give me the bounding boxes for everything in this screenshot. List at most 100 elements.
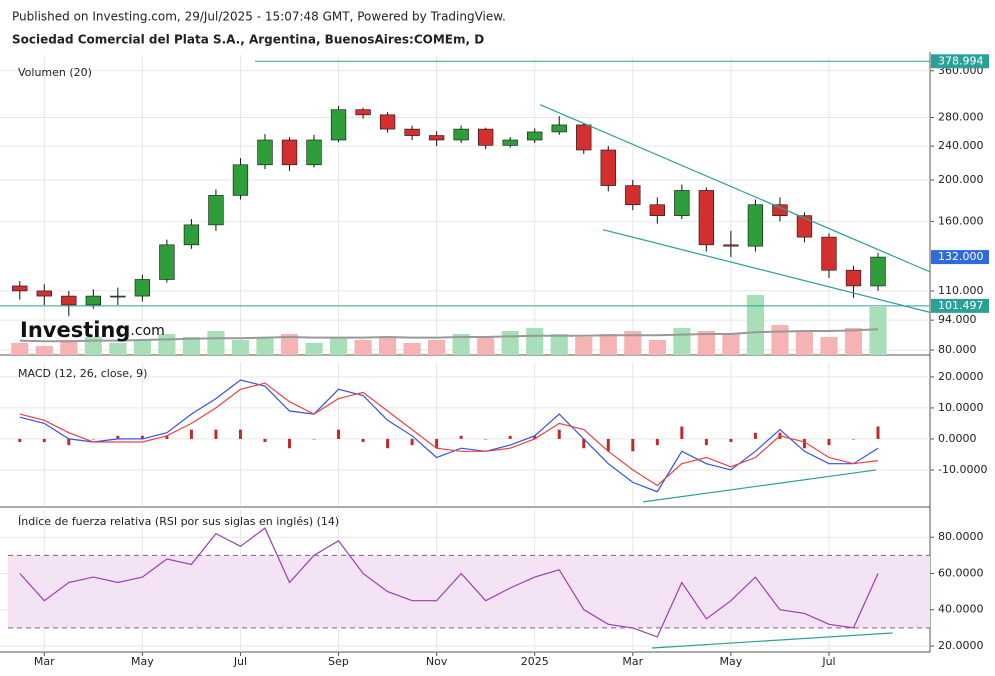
y-tick-label: 20.0000 [938, 370, 984, 383]
volume-bar [35, 346, 53, 355]
volume-bar [109, 343, 127, 355]
price-tag-label: 378.994 [938, 54, 984, 67]
volume-bar [452, 334, 470, 355]
candle-body [723, 244, 739, 247]
y-tick-label: 240.000 [938, 139, 984, 152]
histogram-bar [140, 435, 144, 439]
histogram-bar [263, 438, 267, 443]
histogram-bar [214, 429, 218, 439]
price-tag [931, 54, 989, 69]
panel-label: MACD (12, 26, close, 9) [18, 367, 147, 380]
y-tick-label: 40.0000 [938, 603, 984, 616]
candle-body [870, 256, 886, 287]
y-tick-label: 0.0000 [938, 432, 977, 445]
y-tick-label: 160.000 [938, 214, 984, 227]
x-tick-label: May [131, 655, 154, 668]
y-tick-label: 110.000 [938, 284, 984, 297]
y-tick-label: 280.000 [938, 110, 984, 123]
histogram-bar [435, 438, 439, 449]
chart-title: Sociedad Comercial del Plata S.A., Argen… [12, 33, 484, 47]
candle-body [159, 244, 175, 280]
candle-body [796, 215, 813, 238]
histogram-bar [851, 438, 855, 440]
candle-body [61, 295, 77, 306]
volume-bar [379, 337, 397, 355]
volume-bar [403, 343, 421, 355]
x-tick-label: 2025 [521, 655, 549, 668]
panel-label: Volumen (20) [18, 66, 92, 79]
candle-body [747, 204, 764, 247]
volume-bar [869, 307, 887, 355]
volume-bar [722, 334, 740, 355]
candle-body [232, 164, 249, 196]
volume-bar [771, 325, 789, 355]
trendline [602, 229, 931, 313]
candle-body [428, 135, 445, 141]
volume-bar [477, 337, 495, 355]
histogram-bar [533, 435, 537, 439]
x-tick-label: Jul [233, 655, 247, 668]
histogram-bar [386, 438, 390, 449]
rsi-band [8, 555, 930, 628]
histogram-bar [753, 432, 757, 439]
y-tick-label: 80.0000 [938, 530, 984, 543]
candle-body [674, 190, 690, 216]
y-tick-label: 60.0000 [938, 566, 984, 579]
candle-body [379, 114, 396, 130]
logo-suffix: .com [130, 323, 164, 339]
x-tick-label: Jul [821, 655, 835, 668]
logo-main: Investing [20, 318, 130, 342]
candle-body [134, 279, 151, 297]
price-tag-label: 101.497 [938, 299, 984, 312]
candle-body [208, 195, 224, 226]
volume-bar [305, 343, 323, 355]
candle-body [478, 128, 494, 146]
candle-body [12, 285, 28, 292]
histogram-bar [312, 438, 316, 440]
histogram-bar [582, 438, 586, 449]
candle-body [306, 139, 322, 166]
histogram-bar [606, 438, 610, 452]
histogram-bar [680, 426, 684, 439]
candle-body [453, 128, 469, 141]
price-tag [931, 298, 989, 313]
volume-bar [329, 337, 348, 355]
x-tick-label: Mar [34, 655, 55, 668]
x-tick-label: Mar [622, 655, 643, 668]
price-tag [931, 250, 989, 265]
histogram-bar [704, 438, 708, 446]
histogram-bar [557, 429, 561, 439]
histogram-bar [827, 438, 831, 446]
histogram-bar [18, 438, 22, 443]
published: Published on Investing.com, 29/Jul/2025 … [12, 10, 506, 24]
volume-bar [526, 328, 544, 355]
candle-body [527, 131, 543, 141]
y-tick-label: 10.0000 [938, 401, 984, 414]
volume-bar [428, 340, 446, 355]
logo: Investing.com [20, 318, 165, 342]
histogram-bar [67, 438, 71, 446]
volume-bar [280, 334, 299, 355]
histogram-bar [238, 429, 242, 439]
candle-body [551, 124, 567, 133]
histogram-bar [288, 438, 292, 449]
trendline [643, 469, 877, 503]
volume-bar [231, 340, 250, 355]
panel-label: Índice de fuerza relativa (RSI por sus s… [18, 515, 339, 528]
volume-ma [19, 328, 879, 343]
histogram-bar [459, 435, 463, 439]
histogram-bar [165, 435, 169, 439]
x-tick-label: Sep [328, 655, 349, 668]
histogram-bar [484, 438, 488, 440]
candle-body [576, 124, 592, 151]
macd-line [19, 382, 879, 487]
y-tick-label: 94.000 [938, 313, 977, 326]
volume-bar [624, 331, 642, 355]
histogram-bar [91, 438, 95, 440]
candle-body [625, 185, 641, 206]
histogram-bar [337, 429, 341, 439]
y-tick-label: 200.000 [938, 173, 984, 186]
candle-body [281, 139, 298, 166]
rsi-line [19, 527, 879, 638]
candle-body [85, 295, 101, 306]
